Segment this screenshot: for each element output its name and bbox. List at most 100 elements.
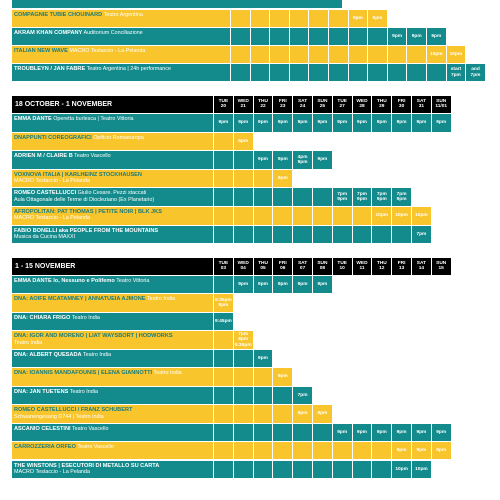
day-cell (272, 405, 292, 423)
show-time: 9pm (252, 349, 273, 368)
event-title: COMPAGNIE TUBIE CHOUINARD (14, 12, 103, 18)
event-title: DNA: IOANNIS MANDAFOUNIS | ELENA GIANNOT… (14, 370, 153, 377)
show-time: 9pm (367, 10, 387, 27)
day-cell (249, 28, 270, 45)
day-date: 31 (418, 104, 425, 110)
day-date: 03 (220, 266, 227, 272)
event-title: AFROPOLITAN: PAT THOMAS | PETITE NOIR | … (14, 209, 162, 215)
day-cell (308, 64, 328, 81)
label-line: DNA: ALBERT QUESADA Teatro India (14, 352, 213, 358)
day-name: THU (376, 98, 387, 104)
day-cell (292, 460, 312, 478)
day-date: 24 (299, 104, 306, 110)
event-subtitle: Teatro India (153, 370, 182, 377)
show-time: 9pm (371, 114, 391, 132)
day-header: SAT 14 (411, 258, 431, 275)
day-cell (213, 132, 233, 151)
day-cell (249, 46, 270, 63)
label-line: TROUBLEYN / JAN FABRE Teatro Argentina |… (14, 66, 230, 72)
event-row: ADRIEN M / CLAIRE B Teatro Vascello 9pm 9p… (12, 151, 332, 169)
day-cell (308, 28, 328, 45)
day-cell (288, 28, 309, 45)
day-cell (386, 64, 407, 81)
day-date: 23 (280, 104, 286, 110)
cut-off-row (12, 0, 342, 8)
show-time: 7pm 9pm (391, 188, 411, 206)
day-name: SUN (436, 260, 447, 266)
day-cell (232, 386, 253, 405)
day-cell (252, 368, 273, 386)
event-label: EMMA DANTE Operetta burlesca | Teatro Vi… (12, 114, 213, 132)
day-cell (252, 405, 273, 423)
day-cell (312, 188, 332, 206)
label-line: AFROPOLITAN: PAT THOMAS | PETITE NOIR | … (14, 209, 213, 215)
show-time: start 7pm (445, 64, 466, 81)
section-title: 1 - 15 NOVEMBER (15, 263, 76, 270)
section-title: 18 OCTOBER - 1 NOVEMBER (15, 101, 113, 108)
show-time: 10pm (411, 460, 431, 478)
day-date: 11/01 (435, 104, 448, 110)
day-cell (269, 28, 289, 45)
day-header: FRI 06 (272, 258, 292, 275)
day-name: WED (356, 98, 368, 104)
event-label: FABIO BONELLI aka PEOPLE FROM THE MOUNTA… (12, 226, 213, 244)
event-title: DNA: IGOR AND MORENO | LIAT WAYSBORT | H… (14, 333, 173, 340)
event-venue: MACRO Testaccio - La Pelanda (14, 178, 91, 185)
event-row: DNA: AOIFE MCATAMNEY | ANNATUEIA AJMONE … (12, 294, 233, 312)
event-row: FABIO BONELLI aka PEOPLE FROM THE MOUNTA… (12, 225, 431, 244)
day-date: 11 (359, 266, 365, 272)
event-label: ITALIAN NEW WAVE MACRO Testaccio - La Pe… (12, 46, 230, 63)
event-subtitle: Teatro Vittoria (116, 278, 150, 284)
show-time: 9pm (347, 10, 368, 27)
event-row: EMMA DANTE Operetta burlesca | Teatro Vi… (12, 114, 451, 132)
label-line: EMMA DANTE Operetta burlesca | Teatro Vi… (14, 116, 213, 122)
label-line: DNAPPUNTI COREOGRAFICI Opificio Romaeuro… (14, 135, 213, 141)
day-name: FRI (278, 98, 287, 104)
day-date: 14 (418, 266, 425, 272)
show-time: 9:45pm (213, 312, 233, 331)
show-time: 9pm (411, 423, 431, 442)
day-header: FRI 30 (391, 96, 411, 113)
event-title: DNA: AOIFE MCATAMNEY | ANNATUEIA AJMONE (14, 296, 146, 303)
event-row: ROMEO CASTELLUCCI / FRANZ SCHUBERT Schwan… (12, 405, 332, 423)
show-time: 6pm (232, 132, 253, 151)
day-cell (331, 207, 352, 225)
day-cell (252, 442, 273, 460)
day-date: 12 (379, 266, 385, 272)
day-cell (232, 423, 253, 442)
event-subtitle: Teatro India (146, 296, 176, 303)
day-name: TUE (218, 98, 229, 104)
show-time: 9pm (411, 114, 431, 132)
label-line: DNA: IOANNIS MANDAFOUNIS | ELENA GIANNOT… (14, 370, 213, 376)
event-row: VOXNOVA ITALIA | KARLHEINZ STOCKHAUSEN MA… (12, 169, 293, 188)
day-date: 04 (240, 266, 246, 272)
day-header: WED 04 (232, 258, 253, 275)
day-cell (351, 442, 372, 460)
show-time: 9pm (430, 423, 451, 442)
event-title: THE WINSTONS | ESECUTORI DI METALLO SU C… (14, 462, 160, 469)
day-cell (232, 442, 253, 460)
day-cell (213, 276, 233, 294)
event-title: CARROZZERIA ORFEO (14, 444, 76, 451)
event-subtitle: Teatro India (82, 351, 112, 358)
event-title: ASCANIO CELESTINI (14, 425, 71, 432)
event-label: ROMEO CASTELLUCCI / FRANZ SCHUBERT Schwan… (12, 405, 213, 422)
event-label: ADRIEN M / CLAIRE B Teatro Vascello (12, 151, 213, 169)
day-cell (232, 460, 253, 478)
event-row: DNA: CHIARA FRIGO Teatro India 9:45pm (12, 312, 233, 331)
event-label: EMMA DANTE Io, Nessuno e Polifemo Teatro… (12, 276, 213, 293)
day-cell (292, 188, 312, 206)
label-line: EMMA DANTE Io, Nessuno e Polifemo Teatro… (14, 278, 213, 284)
day-cell (230, 46, 250, 63)
event-subtitle: Auditorium Conciliazione (83, 30, 143, 36)
show-time: 6:30pm 8pm (213, 294, 233, 312)
show-time: 7pm 8pm 9:30pm (232, 331, 252, 349)
day-cell (272, 423, 292, 442)
day-cell (252, 207, 273, 225)
day-cell (272, 207, 292, 225)
day-name: SAT (416, 98, 427, 104)
event-subtitle: Teatro India (69, 388, 98, 395)
day-header: FRI 23 (272, 96, 292, 113)
show-time: and 7pm (465, 64, 485, 81)
day-cell (232, 207, 253, 225)
